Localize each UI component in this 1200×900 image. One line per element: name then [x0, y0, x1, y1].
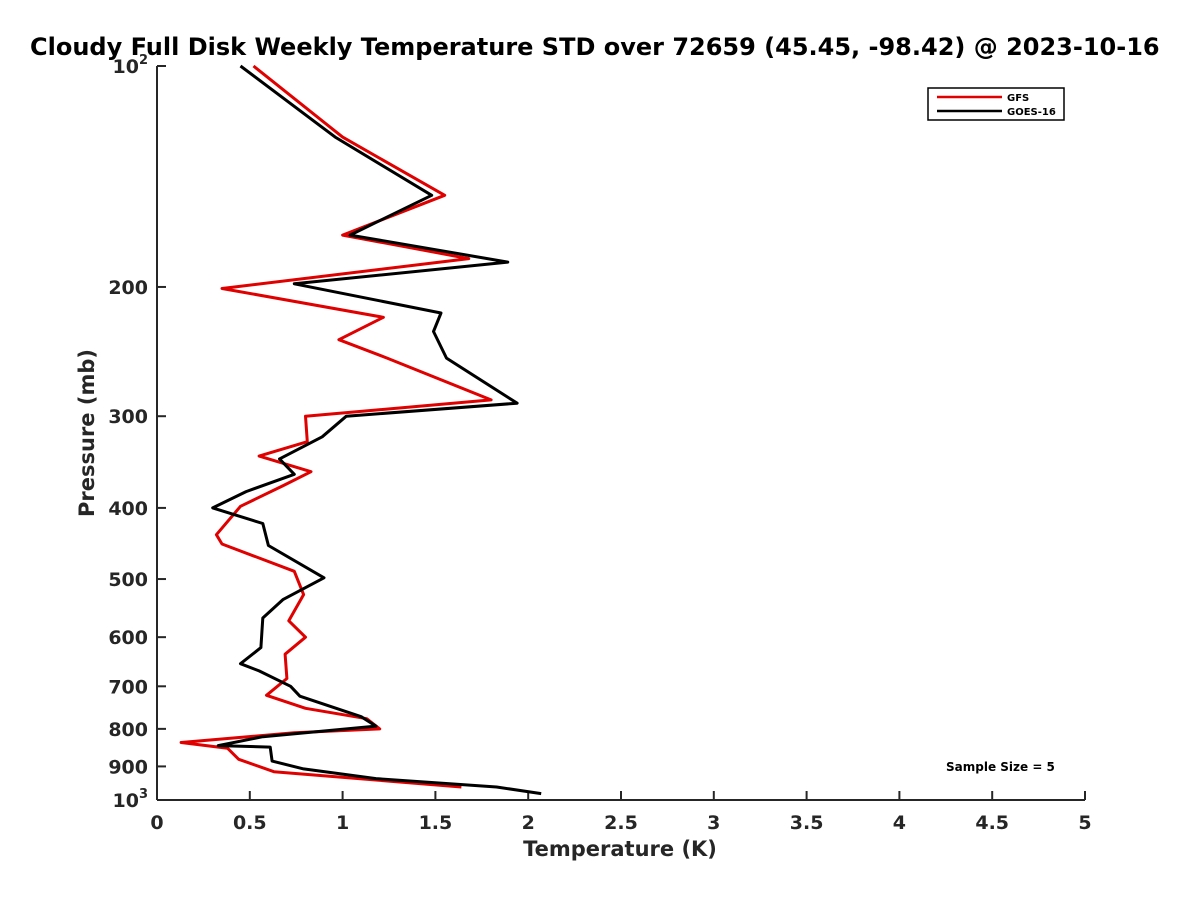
x-tick-label: 3.5 [790, 812, 824, 834]
y-tick-label: 200 [108, 277, 148, 299]
y-tick-label: 400 [108, 498, 148, 520]
x-tick-label: 4 [893, 812, 906, 834]
x-tick-label: 1.5 [419, 812, 453, 834]
x-axis-label: Temperature (K) [523, 837, 717, 861]
x-tick-label: 4.5 [975, 812, 1009, 834]
x-tick-label: 0 [150, 812, 163, 834]
legend-entry-label: GFS [1007, 93, 1029, 104]
legend-box [927, 87, 1065, 121]
y-tick-label: 103 [113, 787, 149, 812]
y-tick-label: 700 [108, 676, 148, 698]
data-series [179, 64, 542, 796]
sample-size-annotation: Sample Size = 5 [946, 760, 1055, 774]
y-axis-label: Pressure (mb) [75, 349, 99, 517]
x-tick-label: 2.5 [604, 812, 638, 834]
axes: 0 0.5 1 1.5 2 2.5 3 3.5 4 4.5 5 102 200 300 400 500 600 7… [108, 53, 1091, 834]
x-tick-label: 5 [1078, 812, 1091, 834]
legend: GFS GOES-16 [927, 87, 1065, 121]
y-tick-label: 900 [108, 756, 148, 778]
legend-entry-label: GOES-16 [1007, 107, 1056, 118]
x-tick-label: 2 [522, 812, 535, 834]
y-tick-label: 800 [108, 719, 148, 741]
x-tick-label: 0.5 [233, 812, 267, 834]
y-tick-label: 300 [108, 406, 148, 428]
chart-title: Cloudy Full Disk Weekly Temperature STD … [30, 33, 1160, 61]
y-tick-label: 102 [113, 53, 149, 78]
y-tick-label: 600 [108, 627, 148, 649]
y-tick-label: 500 [108, 569, 148, 591]
x-tick-label: 3 [707, 812, 720, 834]
series-line-goes-16 [211, 64, 542, 796]
x-tick-label: 1 [336, 812, 349, 834]
